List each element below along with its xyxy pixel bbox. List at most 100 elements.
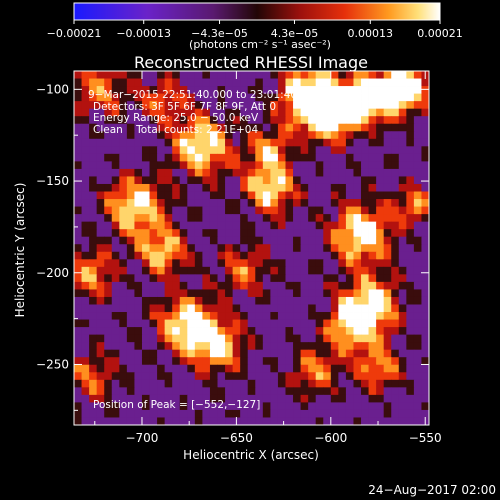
heatmap-cell <box>293 259 301 268</box>
heatmap-cell <box>413 153 422 162</box>
heatmap-cell <box>202 236 211 245</box>
heatmap-cell <box>111 349 120 358</box>
heatmap-cell <box>345 146 354 155</box>
heatmap-cell <box>398 229 407 238</box>
heatmap-cell <box>164 123 173 132</box>
heatmap-cell <box>104 244 113 253</box>
heatmap-cell <box>172 78 181 87</box>
heatmap-cell <box>202 168 211 177</box>
heatmap-cell <box>232 244 241 253</box>
heatmap-cell <box>308 402 317 411</box>
heatmap-cell <box>164 387 173 396</box>
heatmap-cell <box>172 394 181 403</box>
heatmap-cell <box>398 251 407 260</box>
heatmap-cell <box>164 176 173 185</box>
heatmap-cell <box>179 379 188 388</box>
heatmap-cell <box>247 281 256 290</box>
heatmap-cell <box>209 334 218 343</box>
heatmap-cell <box>81 409 90 418</box>
heatmap-cell <box>345 364 354 373</box>
heatmap-cell <box>225 101 234 110</box>
heatmap-cell <box>240 146 249 155</box>
heatmap-cell <box>293 86 301 94</box>
heatmap-cell <box>361 221 369 230</box>
heatmap-cell <box>141 417 150 425</box>
heatmap-cell <box>406 214 415 223</box>
heatmap-cell <box>406 206 415 215</box>
heatmap-cell <box>194 101 203 110</box>
heatmap-cell <box>383 364 392 373</box>
heatmap-cell <box>270 394 279 403</box>
heatmap-cell <box>157 244 166 253</box>
heatmap-cell <box>74 394 82 403</box>
heatmap-cell <box>172 131 181 140</box>
heatmap-cell <box>119 266 128 275</box>
heatmap-cell <box>240 334 249 343</box>
heatmap-cell <box>361 191 369 200</box>
heatmap-cell <box>262 78 271 87</box>
heatmap-cell <box>262 101 271 110</box>
heatmap-cell <box>398 312 407 320</box>
heatmap-cell <box>202 372 211 381</box>
heatmap-cell <box>232 78 241 87</box>
heatmap-cell <box>293 214 301 223</box>
heatmap-cell <box>179 191 188 200</box>
heatmap-cell <box>74 417 82 425</box>
heatmap-cell <box>225 78 234 87</box>
heatmap-cell <box>81 131 90 140</box>
heatmap-cell <box>270 176 279 185</box>
heatmap-cell <box>172 86 181 94</box>
heatmap-cell <box>338 138 347 147</box>
heatmap-cell <box>179 86 188 94</box>
heatmap-cell <box>353 266 362 275</box>
heatmap-cell <box>96 387 105 396</box>
heatmap-cell <box>293 71 301 79</box>
heatmap-cell <box>104 138 113 147</box>
heatmap-cell <box>164 161 173 170</box>
heatmap-cell <box>157 229 166 238</box>
heatmap-cell <box>300 153 309 162</box>
heatmap-cell <box>368 349 377 358</box>
heatmap-cell <box>111 394 120 403</box>
heatmap-cell <box>368 372 377 381</box>
heatmap-cell <box>376 394 385 403</box>
heatmap-cell <box>134 409 143 418</box>
heatmap-cell <box>209 214 218 223</box>
heatmap-cell <box>277 372 286 381</box>
heatmap-cell <box>81 334 90 343</box>
heatmap-cell <box>209 259 218 268</box>
heatmap-cell <box>323 229 332 238</box>
heatmap-cell <box>277 221 286 230</box>
heatmap-cell <box>157 221 166 230</box>
heatmap-cell <box>413 296 422 305</box>
heatmap-cell <box>308 281 317 290</box>
heatmap-cell <box>300 183 309 192</box>
heatmap-cell <box>119 71 128 79</box>
heatmap-cell <box>232 108 241 117</box>
heatmap-cell <box>368 304 377 313</box>
heatmap-cell <box>157 146 166 155</box>
heatmap-cell <box>300 349 309 358</box>
heatmap-cell <box>240 251 249 260</box>
heatmap-cell <box>383 274 392 283</box>
heatmap-cell <box>413 319 422 328</box>
heatmap-cell <box>383 281 392 290</box>
heatmap-cell <box>353 86 362 94</box>
heatmap-cell <box>81 191 90 200</box>
heatmap-cell <box>285 206 294 215</box>
heatmap-cell <box>383 304 392 313</box>
heatmap-cell <box>361 116 369 125</box>
heatmap-cell <box>361 244 369 253</box>
heatmap-cell <box>179 146 188 155</box>
heatmap-cell <box>391 304 400 313</box>
heatmap-cell <box>74 78 82 87</box>
heatmap-cell <box>74 229 82 238</box>
heatmap-cell <box>308 229 317 238</box>
heatmap-cell <box>119 281 128 290</box>
heatmap-cell <box>262 116 271 125</box>
heatmap-cell <box>277 168 286 177</box>
heatmap-cell <box>406 229 415 238</box>
heatmap-cell <box>157 86 166 94</box>
heatmap-cell <box>89 71 98 79</box>
heatmap-cell <box>323 349 332 358</box>
